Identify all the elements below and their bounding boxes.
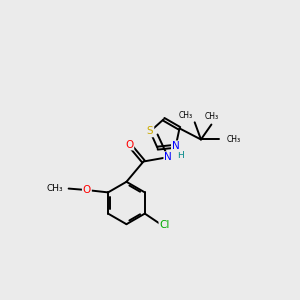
Text: O: O: [125, 140, 134, 150]
Text: CH₃: CH₃: [226, 135, 241, 144]
Text: N: N: [172, 141, 180, 151]
Text: O: O: [83, 185, 91, 195]
Text: S: S: [147, 127, 153, 136]
Text: N: N: [164, 152, 172, 162]
Text: CH₃: CH₃: [179, 111, 193, 120]
Text: Cl: Cl: [159, 220, 170, 230]
Text: CH₃: CH₃: [47, 184, 63, 193]
Text: H: H: [178, 151, 184, 160]
Text: CH₃: CH₃: [204, 112, 218, 121]
